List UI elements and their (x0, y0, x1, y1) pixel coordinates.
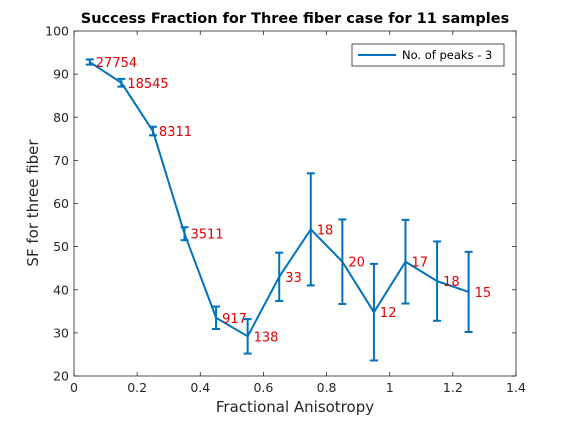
y-tick-label: 90 (53, 67, 69, 82)
series-layer (85, 58, 473, 362)
legend-entry: No. of peaks - 3 (402, 48, 492, 62)
data-label: 15 (475, 286, 492, 301)
data-label: 138 (254, 330, 279, 345)
data-label: 3511 (191, 228, 224, 243)
data-point (372, 311, 375, 314)
x-tick-label: 0.4 (190, 380, 210, 395)
legend: No. of peaks - 3 (351, 43, 505, 67)
data-label: 20 (348, 256, 365, 271)
data-point (88, 61, 91, 64)
y-tick-label: 20 (53, 369, 69, 384)
y-tick-label: 70 (53, 153, 69, 168)
data-label: 917 (222, 312, 247, 327)
data-point (404, 260, 407, 263)
y-tick-label: 100 (45, 24, 69, 39)
data-labels: 27754 18545 8311 3511 917 138 33 18 20 12 17 18 15 (96, 56, 491, 345)
data-label: 18 (317, 223, 334, 238)
y-tick-label: 50 (53, 239, 69, 254)
legend-box (351, 43, 505, 67)
data-point (341, 260, 344, 263)
data-label: 18545 (127, 77, 168, 92)
data-point (215, 316, 218, 319)
x-tick-label: 0 (70, 380, 78, 395)
data-label: 12 (380, 306, 397, 321)
data-point (246, 335, 249, 338)
x-tick-label: 1.2 (443, 380, 463, 395)
data-point (120, 81, 123, 84)
x-tick-label: 1.4 (506, 380, 526, 395)
data-point (151, 130, 154, 133)
y-tick-label: 30 (53, 325, 69, 340)
y-axis-label: SF for three fiber (24, 139, 42, 267)
axis-ticks: 0 0.2 0.4 0.6 0.8 1 1.2 1.4 20 30 40 50 60 70 80 90 100 (45, 24, 526, 396)
x-tick-label: 0.6 (253, 380, 273, 395)
data-point (183, 232, 186, 235)
data-label: 18 (443, 275, 460, 290)
data-point (309, 228, 312, 231)
data-point (278, 275, 281, 278)
data-label: 17 (412, 256, 429, 271)
chart-title: Success Fraction for Three fiber case fo… (81, 11, 509, 27)
data-label: 8311 (159, 125, 192, 140)
y-tick-label: 40 (53, 282, 69, 297)
data-label: 27754 (96, 56, 137, 71)
plot-area (73, 30, 517, 377)
data-label: 33 (285, 271, 302, 286)
x-tick-label: 1 (386, 380, 394, 395)
x-axis-label: Fractional Anisotropy (216, 398, 374, 416)
x-tick-label: 0.2 (127, 380, 147, 395)
y-tick-label: 80 (53, 110, 69, 125)
y-tick-label: 60 (53, 196, 69, 211)
data-point (436, 280, 439, 283)
x-tick-label: 0.8 (317, 380, 337, 395)
data-point (467, 290, 470, 293)
